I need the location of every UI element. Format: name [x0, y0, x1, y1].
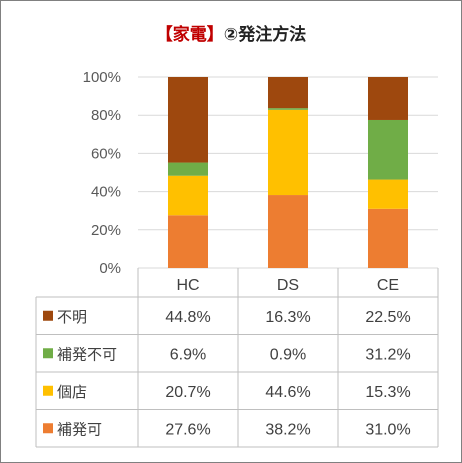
data-label: 44.6% — [265, 384, 310, 401]
bar-segment — [168, 215, 208, 268]
data-label: 6.9% — [170, 346, 206, 363]
y-tick-label: 40% — [91, 184, 121, 201]
legend-key — [43, 423, 53, 434]
data-label: 27.6% — [165, 421, 210, 438]
data-label: 38.2% — [265, 421, 310, 438]
data-label: 31.2% — [365, 346, 410, 363]
data-label: 15.3% — [365, 384, 410, 401]
bar-segment — [168, 77, 208, 163]
bar-segment — [268, 77, 308, 109]
legend-label: 補発可 — [57, 420, 102, 438]
category-label: DS — [277, 277, 299, 294]
y-tick-label: 100% — [83, 69, 121, 86]
bar-segment — [268, 109, 308, 196]
bar-segment — [368, 119, 408, 180]
data-label: 16.3% — [265, 309, 310, 326]
legend-key — [43, 348, 53, 359]
bar-segment — [368, 179, 408, 209]
chart-title: 【家電】②発注方法 — [0, 20, 462, 45]
y-tick-label: 0% — [99, 260, 121, 277]
data-label: 0.9% — [270, 346, 306, 363]
y-tick-label: 80% — [91, 107, 121, 124]
chart-title-accent: 【家電】 — [155, 25, 224, 45]
y-axis-ticks: 0% 20% 40% 60% 80% 100% — [83, 69, 121, 277]
chart-title-main: ②発注方法 — [223, 25, 307, 45]
bar-segment — [368, 77, 408, 120]
bar-segment — [368, 208, 408, 268]
legend-key — [43, 310, 53, 321]
legend-label: 個店 — [57, 383, 87, 401]
y-tick-label: 60% — [91, 145, 121, 162]
bar-segment — [168, 162, 208, 176]
category-label: HC — [176, 277, 199, 294]
data-table: HC DS CE 不明 44.8% 16.3% 22.5% 補発不可 6.9% 0.9% 31.2%… — [35, 268, 439, 448]
legend-label: 不明 — [57, 308, 87, 326]
bars — [168, 77, 408, 268]
bar-segment — [268, 195, 308, 268]
y-tick-label: 20% — [91, 222, 121, 239]
data-label: 31.0% — [365, 421, 410, 438]
bar-segment — [268, 108, 308, 110]
data-label: 20.7% — [165, 384, 210, 401]
legend-label: 補発不可 — [57, 345, 117, 363]
category-label: CE — [377, 277, 399, 294]
data-label: 22.5% — [365, 309, 410, 326]
data-label: 44.8% — [165, 309, 210, 326]
legend-key — [43, 385, 53, 396]
bar-segment — [168, 175, 208, 216]
